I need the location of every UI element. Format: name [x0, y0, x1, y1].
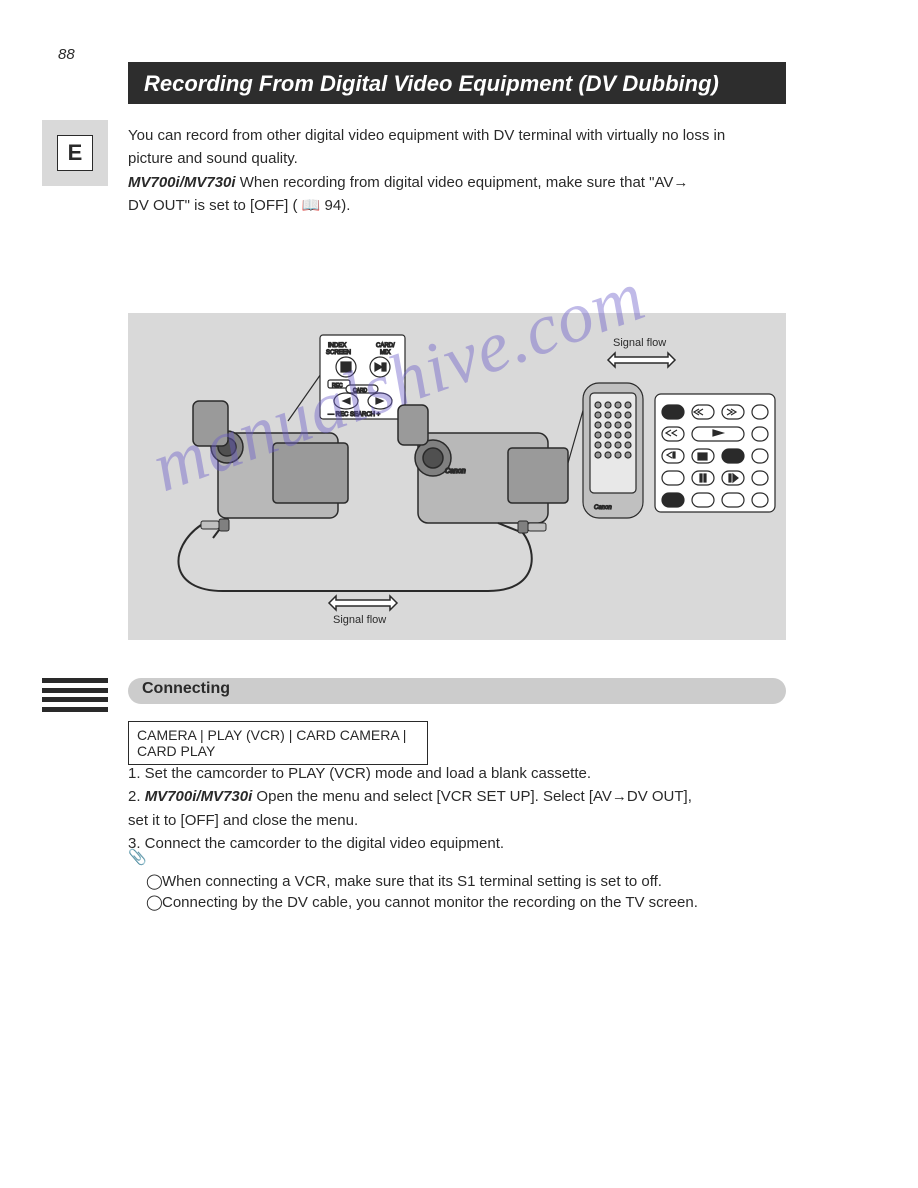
page-ref-icon: 📖 — [302, 197, 321, 214]
connection-diagram: INDEX SCREEN CARD/ MIX REC CARD — REC SE… — [128, 313, 786, 640]
intro-line4a: DV OUT" is set to [OFF] ( — [128, 197, 298, 214]
model-tag-1: MV700i — [128, 174, 180, 191]
bullet-icon: ◯ — [146, 893, 162, 913]
step-2-line2: set it to [OFF] and close the menu. — [128, 811, 786, 831]
intro-paragraph: You can record from other digital video … — [128, 126, 786, 219]
dv-cable-icon — [178, 519, 546, 591]
note-icon: 📎 — [128, 849, 147, 866]
side-category-box: E — [42, 120, 108, 186]
camcorder-left-icon — [193, 401, 348, 538]
notes-block: 📎 Notes: ◯When connecting a VCR, make su… — [128, 848, 786, 913]
signal-flow-label-bottom: Signal flow — [333, 614, 386, 626]
svg-text:SCREEN: SCREEN — [326, 350, 351, 356]
svg-text:CARD/: CARD/ — [376, 343, 395, 349]
intro-line4-end: ). — [341, 197, 350, 214]
note-1: When connecting a VCR, make sure that it… — [162, 872, 662, 892]
signal-arrow-top-icon — [608, 353, 675, 367]
svg-text:CARD: CARD — [353, 388, 368, 394]
section-header: Connecting — [128, 678, 786, 704]
svg-text:Canon: Canon — [445, 468, 466, 475]
remote-callout-panel — [655, 394, 775, 512]
step-2-model1: MV700i — [145, 788, 197, 805]
camcorder-right-icon: Canon — [398, 405, 568, 533]
svg-text:INDEX: INDEX — [328, 343, 346, 349]
step-2-prefix: 2. — [128, 788, 145, 805]
intro-line2: picture and sound quality. — [128, 150, 298, 167]
bullet-icon: ◯ — [146, 872, 162, 892]
step-2-suffix: Open the menu and select [VCR SET UP]. S… — [252, 788, 692, 805]
section-marker-icon — [42, 678, 108, 712]
page-number: 88 — [58, 46, 75, 63]
intro-line1: You can record from other digital video … — [128, 127, 725, 144]
signal-flow-label-top: Signal flow — [613, 337, 666, 349]
model-tag-2: MV730i — [184, 174, 236, 191]
control-panel-callout: INDEX SCREEN CARD/ MIX REC CARD — REC SE… — [288, 335, 405, 421]
svg-text:REC: REC — [332, 383, 343, 389]
svg-text:MIX: MIX — [380, 350, 391, 356]
page-title-bar: Recording From Digital Video Equipment (… — [128, 62, 786, 104]
svg-text:— REC SEARCH +: — REC SEARCH + — [328, 412, 381, 418]
step-2-model2: MV730i — [201, 788, 253, 805]
remote-icon: Canon — [568, 383, 643, 518]
intro-line3: When recording from digital video equipm… — [236, 174, 689, 191]
instructions: 1. Set the camcorder to PLAY (VCR) mode … — [128, 764, 786, 857]
svg-text:Canon: Canon — [594, 505, 612, 511]
note-2: Connecting by the DV cable, you cannot m… — [162, 893, 698, 913]
intro-line4-ref: 94 — [325, 197, 342, 214]
side-category-letter: E — [57, 135, 93, 171]
step-1: 1. Set the camcorder to PLAY (VCR) mode … — [128, 764, 786, 784]
signal-arrow-bottom-icon — [329, 596, 397, 610]
mode-selector-box: CAMERA | PLAY (VCR) | CARD CAMERA | CARD… — [128, 721, 428, 765]
